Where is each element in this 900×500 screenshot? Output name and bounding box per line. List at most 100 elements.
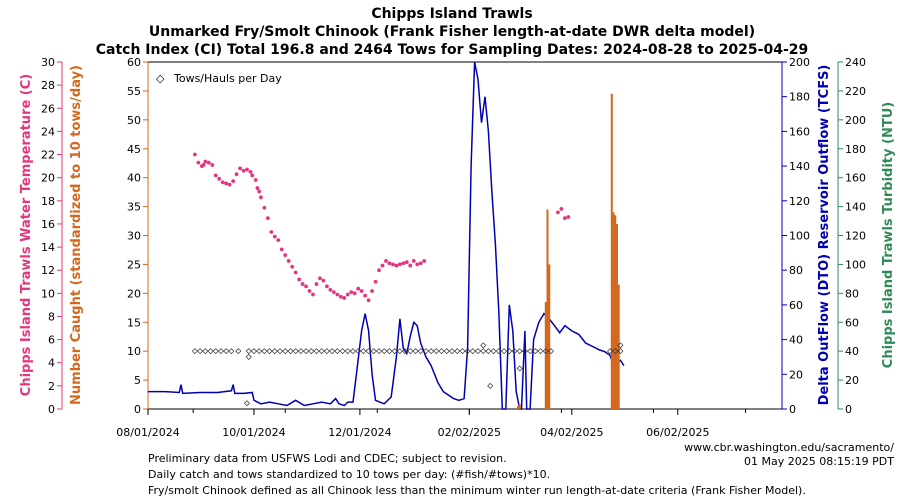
temperature-tick-label: 4 bbox=[48, 357, 55, 370]
tows-point bbox=[511, 348, 518, 355]
temperature-point bbox=[265, 216, 270, 221]
temperature-point bbox=[257, 189, 262, 194]
tows-point bbox=[202, 348, 209, 355]
turbidity-tick-label: 60 bbox=[845, 316, 859, 329]
temperature-point bbox=[238, 166, 242, 171]
temperature-point bbox=[345, 292, 350, 297]
tows-point bbox=[506, 348, 513, 355]
catch-tick-label: 35 bbox=[127, 201, 141, 214]
tows-point bbox=[261, 348, 268, 355]
tows-point bbox=[475, 348, 482, 355]
tows-point bbox=[485, 348, 492, 355]
tows-point bbox=[469, 348, 476, 355]
tows-point bbox=[308, 348, 315, 355]
temperature-point bbox=[380, 263, 385, 268]
temperature-point bbox=[370, 289, 374, 293]
temperature-point bbox=[314, 282, 319, 286]
tows-point bbox=[438, 348, 445, 355]
turbidity-tick-label: 80 bbox=[845, 287, 859, 300]
tows-point bbox=[360, 348, 367, 355]
tows-point bbox=[459, 348, 466, 355]
outflow-tick-label: 60 bbox=[789, 299, 803, 312]
tows-point bbox=[433, 348, 440, 355]
tows-point bbox=[381, 348, 388, 355]
temperature-point bbox=[224, 181, 229, 186]
tows-point bbox=[344, 348, 351, 355]
catch-bar bbox=[612, 212, 615, 409]
tows-point bbox=[244, 400, 251, 407]
catch-tick-label: 10 bbox=[127, 345, 141, 358]
tows-point bbox=[402, 348, 409, 355]
temperature-tick-label: 10 bbox=[41, 287, 55, 300]
catch-axis: 0 5 10 15 20 25 30 35 40 45 50 55 60 bbox=[127, 56, 149, 416]
turbidity-tick-label: 240 bbox=[845, 56, 866, 69]
temperature-point bbox=[387, 261, 392, 266]
tows-point bbox=[532, 348, 539, 355]
turbidity-axis-label: Chipps Island Trawls Turbidity (NTU) bbox=[881, 102, 896, 368]
tows-point bbox=[223, 348, 230, 355]
note-3: Fry/smolt Chinook defined as all Chinook… bbox=[148, 484, 806, 497]
legend-label: Tows/Hauls per Day bbox=[173, 72, 282, 85]
tows-point bbox=[191, 348, 198, 355]
tows-point bbox=[464, 348, 471, 355]
tows-point bbox=[537, 348, 544, 355]
temperature-point bbox=[210, 163, 215, 167]
temperature-point bbox=[363, 293, 368, 298]
tows-point bbox=[217, 348, 224, 355]
tows-point bbox=[542, 348, 549, 355]
temperature-point bbox=[269, 230, 274, 234]
tows-point bbox=[303, 348, 310, 355]
tows-point bbox=[318, 348, 325, 355]
tows-point bbox=[334, 348, 341, 355]
temperature-axis-label: Chipps Island Trawls Water Temperature (… bbox=[19, 74, 34, 396]
temperature-point bbox=[307, 289, 312, 293]
temperature-point bbox=[394, 263, 399, 268]
outflow-tick-label: 200 bbox=[789, 56, 810, 69]
tows-point bbox=[607, 348, 614, 355]
temperature-point bbox=[192, 152, 197, 157]
temperature-tick-label: 8 bbox=[48, 310, 55, 323]
website: www.cbr.washington.edu/sacramento/ bbox=[684, 441, 894, 454]
temperature-point bbox=[297, 277, 302, 282]
catch-bar bbox=[610, 93, 613, 409]
note-1: Preliminary data from USFWS Lodi and CDE… bbox=[148, 452, 507, 465]
temperature-tick-label: 12 bbox=[41, 264, 55, 277]
temperature-point bbox=[272, 234, 277, 239]
temperature-point bbox=[279, 247, 284, 252]
turbidity-tick-label: 0 bbox=[845, 403, 852, 416]
temperature-point bbox=[300, 282, 305, 286]
catch-tick-label: 5 bbox=[134, 374, 141, 387]
temperature-point bbox=[234, 172, 239, 177]
note-2: Daily catch and tows standardized to 10 … bbox=[148, 468, 550, 481]
temperature-point bbox=[276, 238, 281, 243]
temperature-point bbox=[415, 262, 420, 267]
outflow-line bbox=[148, 61, 625, 410]
tows-point bbox=[487, 382, 494, 389]
temperature-tick-label: 14 bbox=[41, 241, 55, 254]
temperature-point bbox=[227, 182, 232, 187]
catch-tick-label: 0 bbox=[134, 403, 141, 416]
turbidity-tick-label: 100 bbox=[845, 258, 866, 271]
temperature-tick-label: 22 bbox=[41, 149, 55, 162]
tows-point bbox=[480, 348, 487, 355]
tows-point bbox=[396, 348, 403, 355]
x-tick-label: 12/01/2024 bbox=[328, 426, 391, 439]
temperature-point bbox=[220, 180, 225, 185]
tows-point bbox=[245, 353, 252, 360]
tows-point bbox=[365, 348, 372, 355]
temperature-tick-label: 6 bbox=[48, 334, 55, 347]
tows-point bbox=[212, 348, 219, 355]
temperature-point bbox=[318, 276, 322, 281]
chart-marks bbox=[148, 61, 625, 410]
temperature-point bbox=[331, 290, 336, 295]
tows-point bbox=[297, 348, 304, 355]
tows-point bbox=[480, 342, 487, 349]
temperature-point bbox=[293, 270, 298, 275]
temperature-point bbox=[559, 206, 564, 211]
temperature-point bbox=[373, 279, 378, 284]
outflow-tick-label: 0 bbox=[789, 403, 796, 416]
tows-point bbox=[256, 348, 263, 355]
temperature-point bbox=[253, 178, 258, 182]
tows-point bbox=[349, 348, 356, 355]
tows-point bbox=[495, 348, 502, 355]
